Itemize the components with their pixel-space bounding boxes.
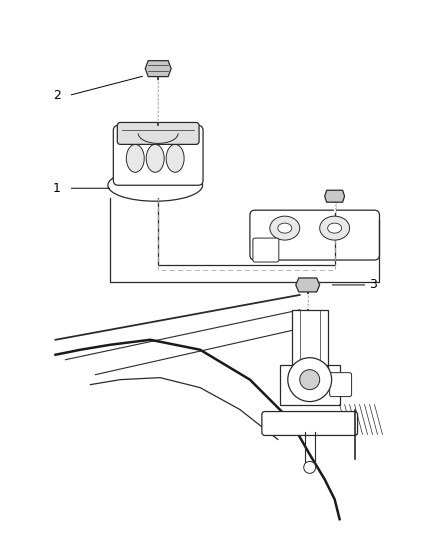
FancyBboxPatch shape — [117, 123, 199, 144]
Ellipse shape — [126, 144, 144, 172]
Polygon shape — [145, 61, 171, 77]
Text: 1: 1 — [53, 182, 60, 195]
Circle shape — [304, 462, 316, 473]
FancyBboxPatch shape — [292, 310, 328, 385]
Ellipse shape — [328, 223, 342, 233]
Circle shape — [300, 370, 320, 390]
Ellipse shape — [270, 216, 300, 240]
Ellipse shape — [320, 216, 350, 240]
Text: 2: 2 — [53, 89, 60, 102]
Polygon shape — [325, 190, 345, 202]
Ellipse shape — [278, 223, 292, 233]
Text: 3: 3 — [370, 278, 378, 292]
FancyBboxPatch shape — [113, 125, 203, 185]
Ellipse shape — [108, 169, 202, 201]
Ellipse shape — [166, 144, 184, 172]
Circle shape — [288, 358, 332, 401]
FancyBboxPatch shape — [330, 373, 352, 397]
Polygon shape — [296, 278, 320, 292]
FancyBboxPatch shape — [262, 411, 357, 435]
Ellipse shape — [146, 144, 164, 172]
FancyBboxPatch shape — [253, 238, 279, 262]
FancyBboxPatch shape — [250, 210, 379, 260]
